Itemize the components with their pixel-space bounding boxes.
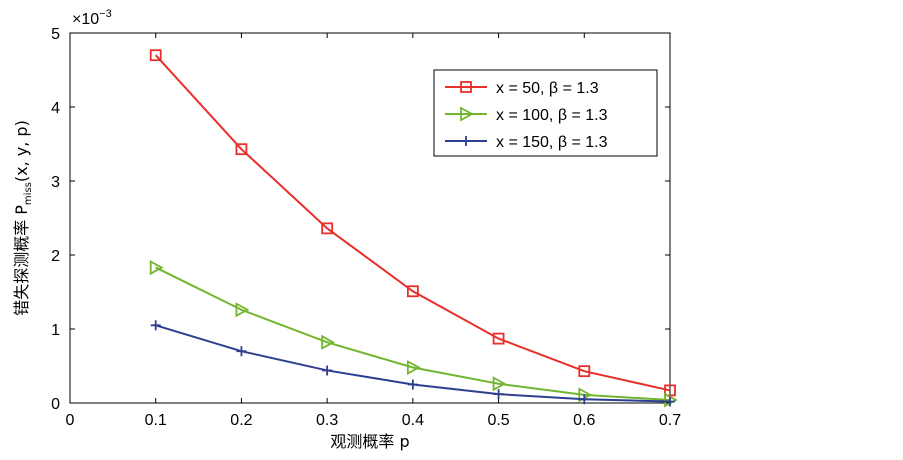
y-tick-label: 2: [51, 248, 60, 265]
x-tick-label: 0.5: [487, 412, 509, 429]
y-scale-exp: −3: [99, 8, 112, 20]
y-tick-label: 3: [51, 174, 60, 191]
y-tick-label: 1: [51, 322, 60, 339]
legend-marker: [460, 81, 472, 93]
data-point: [492, 332, 505, 345]
data-point: [235, 302, 250, 318]
data-point: [235, 143, 248, 156]
legend-marker: [461, 136, 471, 146]
x-tick-label: 0.4: [402, 412, 424, 429]
x-tick-label: 0.6: [573, 412, 595, 429]
x-tick-label: 0: [66, 412, 75, 429]
legend-entry: x = 100, β = 1.3: [445, 106, 608, 124]
x-tick-label: 0.7: [659, 412, 681, 429]
data-point: [493, 389, 504, 400]
data-point: [578, 365, 591, 378]
data-point: [406, 285, 419, 298]
data-point: [406, 359, 421, 375]
data-point: [149, 260, 164, 276]
data-point: [321, 334, 336, 350]
x-axis-label: 观测概率 p: [330, 432, 409, 451]
data-point: [150, 320, 161, 331]
data-point: [321, 222, 334, 235]
x-tick-label: 0.1: [145, 412, 167, 429]
legend: x = 50, β = 1.3 x = 100, β = 1.3 x = 150, …: [433, 69, 658, 157]
series-group: [149, 49, 678, 408]
y-axis-label-subscript: miss: [23, 182, 34, 205]
x-tick-label: 0.3: [316, 412, 338, 429]
legend-entry: x = 50, β = 1.3: [445, 80, 599, 97]
data-point: [665, 396, 675, 407]
series-3: [150, 320, 675, 407]
legend-label: x = 50, β = 1.3: [496, 80, 599, 97]
legend-entry: x = 150, β = 1.3: [445, 134, 608, 151]
series-line: [154, 54, 671, 392]
y-axis-label-suffix: (x, y, p): [12, 120, 31, 182]
y-tick-label: 5: [51, 26, 60, 43]
data-point: [492, 376, 507, 392]
y-tick-label: 0: [51, 396, 60, 413]
data-point: [407, 379, 418, 390]
data-point: [236, 346, 247, 357]
y-tick-label: 4: [51, 100, 60, 117]
y-scale-label: ×10−3: [72, 8, 112, 28]
data-point: [149, 49, 162, 62]
y-axis-ticks: 0 1 2 3 4 5: [51, 26, 670, 413]
y-scale-base: ×10: [72, 11, 99, 28]
legend-label: x = 100, β = 1.3: [496, 107, 608, 124]
data-point: [322, 365, 333, 376]
data-point: [579, 394, 590, 405]
legend-items: x = 50, β = 1.3 x = 100, β = 1.3 x = 150, …: [445, 80, 608, 151]
legend-marker: [460, 106, 474, 122]
x-tick-label: 0.2: [230, 412, 252, 429]
series-1: [149, 49, 676, 397]
x-axis-ticks: 0 0.1 0.2 0.3 0.4 0.5 0.6 0.7: [66, 33, 681, 429]
data-point: [664, 384, 676, 397]
legend-label: x = 150, β = 1.3: [496, 134, 608, 151]
y-axis-label-prefix: 错失探测概率 P: [12, 205, 31, 316]
y-axis-label: 错失探测概率 Pmiss(x, y, p): [12, 120, 34, 316]
